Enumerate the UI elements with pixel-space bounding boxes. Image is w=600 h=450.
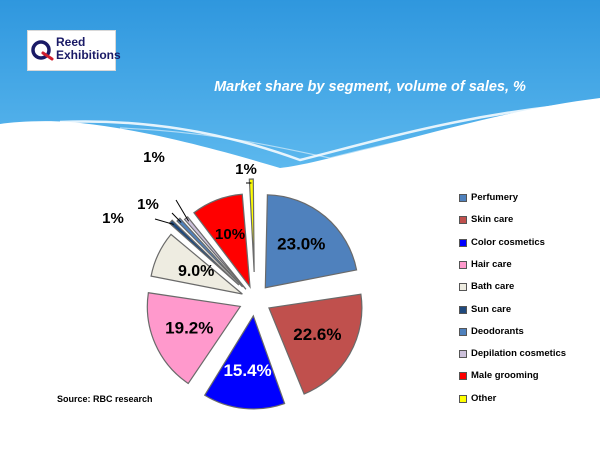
reed-exhibitions-logo: Reed Exhibitions xyxy=(27,30,121,71)
legend-label: Skin care xyxy=(471,214,514,226)
legend-label: Bath care xyxy=(471,281,515,293)
legend-label: Perfumery xyxy=(471,192,518,203)
logo-text-line-2: Exhibitions xyxy=(56,48,121,62)
pie-data-label: 22.6% xyxy=(293,325,341,344)
pie-data-label: 1% xyxy=(235,161,257,178)
legend-label: Male grooming xyxy=(471,370,539,382)
pie-slice-hair-care xyxy=(146,292,242,385)
pie-slice-other xyxy=(248,178,255,273)
legend-label: Deodorants xyxy=(471,325,524,337)
pie-leader-line xyxy=(154,218,174,225)
pie-data-label: 10% xyxy=(215,226,245,243)
pie-data-label: 15.4% xyxy=(223,361,271,380)
legend-label: Depilation cosmetics xyxy=(471,348,567,360)
legend-label: Hair care xyxy=(471,258,512,270)
logo-text: Reed Exhibitions xyxy=(56,36,121,62)
pie-slice-color-cosmetics xyxy=(203,314,286,410)
legend-swatch xyxy=(459,350,467,359)
pie-slice-perfumery xyxy=(264,194,358,289)
reed-logo-mark-icon xyxy=(31,40,54,61)
header-swoosh xyxy=(59,100,600,162)
header-swoosh-2 xyxy=(119,111,600,159)
legend-swatch xyxy=(459,216,467,225)
pie-leader-line xyxy=(171,212,182,223)
header-background xyxy=(0,0,600,168)
pie-data-label: 1% xyxy=(137,196,159,213)
legend-swatch xyxy=(459,394,467,403)
pie-slice-bath-care xyxy=(150,233,243,295)
legend-label: Color cosmetics xyxy=(471,236,545,248)
legend-swatch xyxy=(459,305,467,314)
legend-swatch xyxy=(459,194,467,202)
pie-data-label: 1% xyxy=(143,149,165,166)
pie-data-label: 9.0% xyxy=(178,263,214,280)
legend-label: Sun care xyxy=(471,303,512,315)
legend-swatch xyxy=(459,283,467,292)
pie-data-label: 1% xyxy=(102,210,124,227)
logo-text-line-1: Reed xyxy=(56,35,86,49)
source-note: Source: RBC research xyxy=(57,394,153,404)
legend-label: Other xyxy=(471,392,497,404)
pie-data-label: 23.0% xyxy=(277,235,325,254)
pie-slice-skin-care xyxy=(268,293,363,395)
pie-slice-depilation-cosmetics xyxy=(183,216,247,290)
legend-swatch xyxy=(459,372,467,381)
pie-slice-male-grooming xyxy=(193,193,251,289)
legend-swatch xyxy=(459,327,467,336)
pie-leader-line xyxy=(175,199,190,222)
chart-title: Market share by segment, volume of sales… xyxy=(214,79,526,95)
legend-swatch xyxy=(459,238,467,247)
legend-swatch xyxy=(459,260,467,269)
pie-data-label: 19.2% xyxy=(165,318,213,337)
